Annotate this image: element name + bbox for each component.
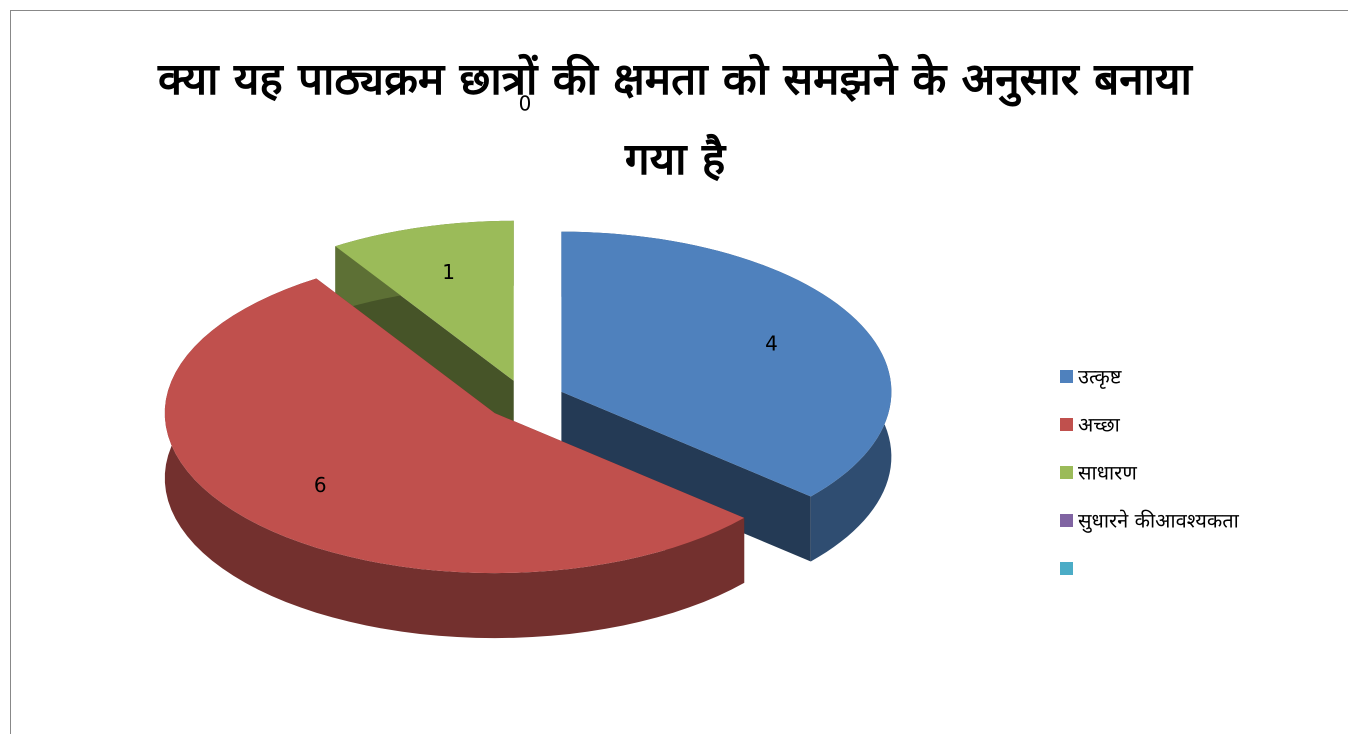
slice-top bbox=[335, 220, 514, 381]
slice-wall bbox=[561, 391, 811, 562]
slice-side bbox=[164, 278, 745, 639]
legend-label: साधारण bbox=[1078, 461, 1137, 485]
legend-swatch bbox=[1060, 418, 1073, 431]
slice-top bbox=[561, 231, 892, 497]
data-label: 0 bbox=[519, 92, 532, 116]
data-label: 1 bbox=[442, 260, 455, 284]
pie-slice bbox=[335, 220, 514, 446]
legend-swatch bbox=[1060, 370, 1073, 383]
pie-slice bbox=[561, 231, 892, 562]
chart-title: क्या यह पाठ्यक्रम छात्रों की क्षमता को स… bbox=[158, 54, 1192, 185]
legend-label: उत्कृष्ट bbox=[1078, 365, 1122, 390]
slice-top bbox=[164, 278, 745, 574]
data-label: 4 bbox=[765, 332, 778, 356]
legend-label: सुधारने कीआवश्यकता bbox=[1078, 509, 1240, 534]
legend-swatch bbox=[1060, 514, 1073, 527]
data-label: 6 bbox=[314, 473, 327, 497]
legend-label: अच्छा bbox=[1078, 413, 1121, 437]
legend-swatch bbox=[1060, 466, 1073, 479]
legend-swatch bbox=[1060, 562, 1073, 575]
pie-slice bbox=[164, 278, 745, 639]
chart-frame bbox=[10, 10, 1348, 734]
